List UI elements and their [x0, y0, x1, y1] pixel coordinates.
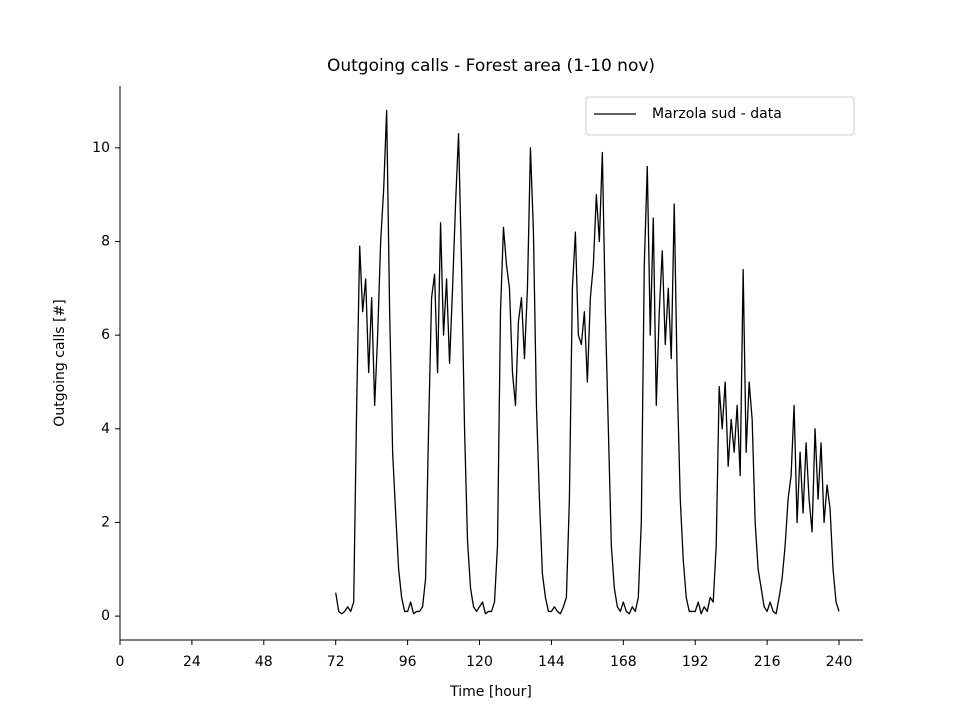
- x-tick-label: 96: [399, 654, 417, 670]
- y-tick-label: 8: [101, 233, 110, 249]
- legend-label: Marzola sud - data: [652, 106, 782, 122]
- x-axis-label: Time [hour]: [449, 684, 532, 700]
- y-tick-label: 4: [101, 421, 110, 437]
- y-tick-label: 0: [101, 608, 110, 624]
- x-tick-label: 24: [183, 654, 201, 670]
- y-tick-label: 6: [101, 327, 110, 343]
- y-axis-label: Outgoing calls [#]: [52, 299, 68, 426]
- y-tick-label: 2: [101, 514, 110, 530]
- legend-box: [585, 96, 855, 136]
- x-tick-label: 144: [538, 654, 565, 670]
- x-tick-label: 48: [255, 654, 273, 670]
- x-tick-label: 72: [327, 654, 345, 670]
- x-tick-label: 0: [116, 654, 125, 670]
- x-tick-label: 240: [826, 654, 853, 670]
- chart-title: Outgoing calls - Forest area (1-10 nov): [327, 56, 655, 76]
- x-tick-label: 168: [610, 654, 637, 670]
- x-tick-label: 120: [466, 654, 493, 670]
- x-tick-label: 216: [754, 654, 781, 670]
- y-tick-label: 10: [92, 140, 110, 156]
- data-line: [335, 109, 840, 615]
- x-tick-label: 192: [682, 654, 709, 670]
